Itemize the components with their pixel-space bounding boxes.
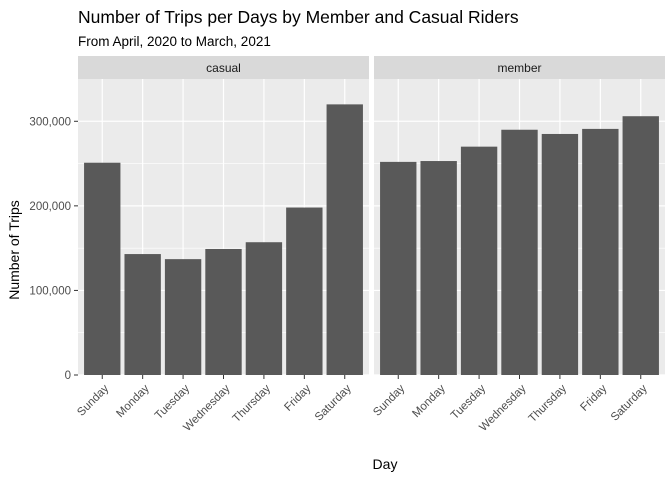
y-axis: 0 100,000 200,000 300,000	[29, 116, 78, 382]
bar-member-sunday	[380, 161, 417, 375]
bar-casual-wednesday	[205, 248, 242, 375]
bar-casual-monday	[124, 254, 161, 375]
x-tick-label: Monday	[410, 382, 448, 420]
y-tick-label: 100,000	[29, 285, 71, 297]
x-tick-label: Saturday	[313, 382, 354, 423]
bar-casual-tuesday	[164, 259, 202, 375]
bar-member-saturday	[622, 116, 659, 375]
x-tick-label: Monday	[114, 382, 152, 420]
x-tick-label: Thursday	[231, 382, 274, 425]
bar-casual-saturday	[326, 104, 363, 375]
x-tick-label: Friday	[578, 382, 609, 413]
x-tick-label: Sunday	[75, 382, 111, 418]
x-tick-label: Sunday	[371, 382, 407, 418]
y-tick-label: 300,000	[29, 116, 71, 128]
chart-title: Number of Trips per Days by Member and C…	[78, 7, 519, 27]
bar-casual-friday	[286, 207, 323, 375]
y-tick-label: 200,000	[29, 201, 71, 213]
x-tick-label: Thursday	[527, 382, 570, 425]
x-tick-label: Friday	[282, 382, 313, 413]
facet-strip-label: member	[497, 61, 541, 75]
facet-strip	[374, 56, 665, 79]
x-tick-label: Saturday	[609, 382, 650, 423]
y-axis-title: Number of Trips	[6, 200, 22, 300]
x-tick-label: Tuesday	[449, 382, 489, 422]
facet-strip	[78, 56, 369, 79]
bar-member-monday	[420, 161, 457, 375]
bar-casual-sunday	[84, 162, 121, 375]
chart-subtitle: From April, 2020 to March, 2021	[78, 34, 271, 49]
x-axis-title: Day	[373, 456, 398, 472]
facet-strip-label: casual	[206, 61, 241, 75]
x-tick-label: Tuesday	[153, 382, 193, 422]
bar-member-friday	[582, 128, 619, 375]
bar-casual-thursday	[245, 242, 283, 375]
bar-member-tuesday	[460, 146, 498, 375]
y-tick-label: 0	[65, 370, 71, 382]
bar-member-thursday	[541, 133, 579, 375]
bar-member-wednesday	[501, 129, 538, 375]
